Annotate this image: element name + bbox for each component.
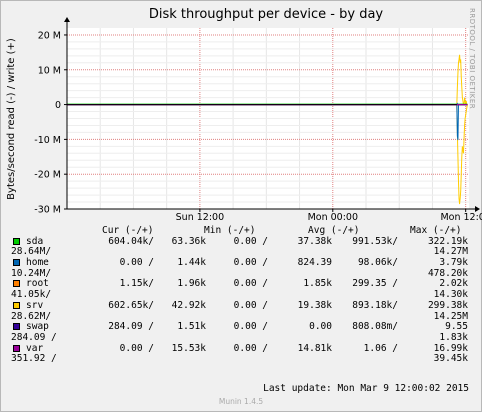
legend-value-max-write: 14.25M [433,310,468,322]
legend-swatch-home [13,259,20,267]
legend-value-cur: 284.09 / [108,321,154,333]
legend-value-min_write: 0.00 / [233,299,268,311]
y-axis-label: Bytes/second read (-) / write (+) [6,38,17,200]
legend-value-avg_write: 808.08m/ [352,321,398,333]
x-tick-label: Mon 00:00 [308,212,358,223]
y-tick-label: 0 [55,100,61,111]
legend-value-min_write: 0.00 / [233,257,268,269]
chart-title: Disk throughput per device - by day [149,7,384,22]
legend-value-max-cont: 28.62M/ [11,310,52,322]
legend-value-max-write: 1.83k [439,331,468,343]
throughput-chart: Disk throughput per device - by day RRDT… [6,7,482,223]
legend-value-min_read: 1.51k [177,321,206,333]
legend-row-continued: 284.09 / 1.83k [0,331,482,344]
legend-name: root [26,278,49,290]
header-avg: Avg (-/+) [308,225,360,236]
legend-value-min_read: 42.92k [171,299,206,311]
legend-value-avg_read: 14.81k [297,342,332,354]
legend-value-cur: 602.65k/ [108,299,154,311]
x-tick-label: Sun 12:00 [176,212,224,223]
legend-value-avg_write: 991.53k/ [352,235,398,247]
legend-value-cur: 0.00 / [119,342,154,354]
series-line-srv-neg [67,104,468,205]
legend-value-cur: 0.00 / [119,257,154,269]
legend-swatch-sda [13,237,20,245]
legend-value-cur: 604.04k/ [108,235,154,247]
legend-value-max-cont: 10.24M/ [11,267,52,279]
legend-value-max_read: 322.19k [427,235,468,247]
legend-name: swap [26,321,49,333]
legend-name: sda [26,235,44,247]
legend-value-avg_read: 37.38k [297,235,332,247]
legend-row-root: root 1.15k/1.96k 0.00 / 1.85k 299.35 / 2.02k [0,279,482,290]
legend-row-continued: 28.64M/14.27M [0,247,482,258]
rrdtool-credit: RRDTOOL / TOBI OETIKER [468,8,476,109]
legend-value-avg_read: 1.85k [303,278,332,290]
legend-header-row: Cur (-/+) Min (-/+) Avg (-/+) Max (-/+) [0,225,482,237]
y-tick-label: 10 M [38,65,61,76]
series-line-srv-pos [67,54,468,106]
legend-value-max_read: 299.38k [427,299,468,311]
legend-value-avg_write: 1.06 / [363,342,398,354]
x-axis-arrow [475,206,480,212]
legend-value-cur: 1.15k/ [119,278,154,290]
legend-value-avg_write: 98.06k/ [357,257,398,269]
legend-row-continued: 41.05k/14.30k [0,289,482,301]
legend-value-min_write: 0.00 / [233,321,268,333]
header-cur: Cur (-/+) [102,225,154,236]
legend-row-continued: 10.24M/478.20k [0,267,482,280]
legend-value-max_read: 2.02k [439,278,468,290]
legend-value-max-cont: 351.92 / [11,353,57,365]
legend-row-home: home 0.00 / 1.44k 0.00 / 824.39 98.06k/3.79k [0,257,482,269]
legend-value-min_read: 15.53k [171,342,206,354]
legend-swatch-var [13,344,20,352]
y-tick-label: -10 M [34,135,61,146]
legend-value-avg_read: 0.00 [309,321,332,333]
legend-row-continued: 28.62M/14.25M [0,310,482,323]
legend-row-continued: 351.92 / 39.45k [0,354,482,365]
legend-value-max-write: 14.27M [433,246,468,258]
legend-value-max_read: 16.99k [433,342,468,354]
legend-value-max-write: 39.45k [433,353,468,365]
legend-row-srv: srv 602.65k/42.92k 0.00 / 19.38k 893.18k/299… [0,299,482,312]
legend-swatch-root [13,280,20,288]
legend-value-avg_write: 299.35 / [352,278,398,290]
x-tick-label: Mon 12:00 [440,212,482,223]
legend-value-min_write: 0.00 / [233,342,268,354]
legend-value-max-cont: 284.09 / [11,331,57,343]
legend-swatch-swap [13,323,20,331]
y-tick-label: -30 M [34,205,61,216]
legend-value-min_write: 0.00 / [233,235,268,247]
legend-value-max-cont: 28.64M/ [11,246,52,258]
legend-value-max_read: 9.55 [445,321,468,333]
y-axis-arrow [64,17,70,22]
legend-name: srv [26,299,44,311]
legend-value-min_write: 0.00 / [233,278,268,290]
legend-value-max_read: 3.79k [439,257,468,269]
legend-value-max-write: 478.20k [427,267,468,279]
legend-row-sda: sda 604.04k/63.36k 0.00 / 37.38k 991.53k/322… [0,235,482,248]
legend-value-avg_write: 893.18k/ [352,299,398,311]
y-tick-label: 20 M [38,30,61,41]
legend-value-max-write: 14.30k [433,289,468,301]
legend-table: Cur (-/+) Min (-/+) Avg (-/+) Max (-/+) … [0,225,482,365]
legend-name: home [26,257,49,269]
legend-value-avg_read: 19.38k [297,299,332,311]
y-tick-label: -20 M [34,170,61,181]
legend-value-min_read: 63.36k [171,235,206,247]
last-update: Last update: Mon Mar 9 12:00:02 2015 [263,383,469,394]
legend-value-avg_read: 824.39 [297,257,332,269]
legend-value-max-cont: 41.05k/ [11,289,52,301]
legend-row-swap: swap 284.09 / 1.51k 0.00 / 0.00 808.08m/9.55 [0,321,482,333]
legend-value-min_read: 1.96k [177,278,206,290]
munin-version: Munin 1.4.5 [218,397,264,406]
legend-row-var: var 0.00 / 15.53k 0.00 / 14.81k 1.06 / 16.99k [0,342,482,355]
legend-swatch-srv [13,301,20,309]
legend-name: var [26,342,44,354]
legend-value-min_read: 1.44k [177,257,206,269]
header-min: Min (-/+) [204,225,256,236]
header-max: Max (-/+) [410,225,462,236]
